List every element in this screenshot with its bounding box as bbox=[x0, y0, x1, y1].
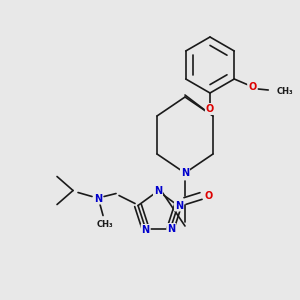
Text: O: O bbox=[205, 191, 213, 201]
Text: O: O bbox=[206, 104, 214, 114]
Text: O: O bbox=[248, 82, 256, 92]
Text: N: N bbox=[94, 194, 102, 203]
Text: N: N bbox=[181, 168, 189, 178]
Text: CH₃: CH₃ bbox=[276, 88, 293, 97]
Text: N: N bbox=[154, 186, 162, 196]
Text: N: N bbox=[175, 200, 183, 211]
Text: CH₃: CH₃ bbox=[97, 220, 113, 229]
Text: N: N bbox=[167, 224, 175, 234]
Text: N: N bbox=[142, 225, 150, 235]
